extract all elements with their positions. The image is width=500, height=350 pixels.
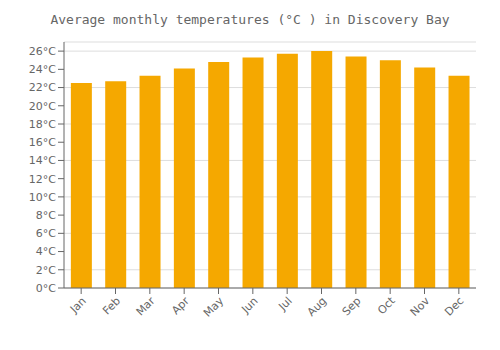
svg-text:16°C: 16°C bbox=[29, 136, 56, 149]
svg-text:Feb: Feb bbox=[100, 294, 123, 317]
svg-text:6°C: 6°C bbox=[36, 227, 56, 240]
svg-text:Mar: Mar bbox=[134, 294, 158, 318]
svg-text:Oct: Oct bbox=[375, 294, 398, 317]
svg-text:20°C: 20°C bbox=[29, 100, 56, 113]
svg-text:12°C: 12°C bbox=[29, 173, 56, 186]
svg-text:Dec: Dec bbox=[442, 294, 466, 318]
svg-text:2°C: 2°C bbox=[36, 264, 56, 277]
svg-text:0°C: 0°C bbox=[36, 282, 56, 295]
svg-text:Nov: Nov bbox=[408, 294, 433, 319]
svg-text:May: May bbox=[201, 294, 227, 320]
svg-text:Sep: Sep bbox=[340, 294, 364, 318]
svg-text:Jan: Jan bbox=[67, 294, 89, 316]
svg-text:Apr: Apr bbox=[169, 294, 192, 317]
svg-text:Aug: Aug bbox=[305, 294, 329, 318]
svg-text:Jul: Jul bbox=[276, 294, 295, 313]
svg-text:Jun: Jun bbox=[238, 294, 260, 316]
svg-text:24°C: 24°C bbox=[29, 63, 56, 76]
svg-text:18°C: 18°C bbox=[29, 118, 56, 131]
svg-text:14°C: 14°C bbox=[29, 154, 56, 167]
svg-text:10°C: 10°C bbox=[29, 191, 56, 204]
html-text:Average monthly temperatures (: Average monthly temperatures (°C ) in Di… bbox=[50, 12, 450, 27]
svg-text:4°C: 4°C bbox=[36, 245, 56, 258]
svg-text:8°C: 8°C bbox=[36, 209, 56, 222]
svg-text:26°C: 26°C bbox=[29, 45, 56, 58]
svg-text:22°C: 22°C bbox=[29, 81, 56, 94]
